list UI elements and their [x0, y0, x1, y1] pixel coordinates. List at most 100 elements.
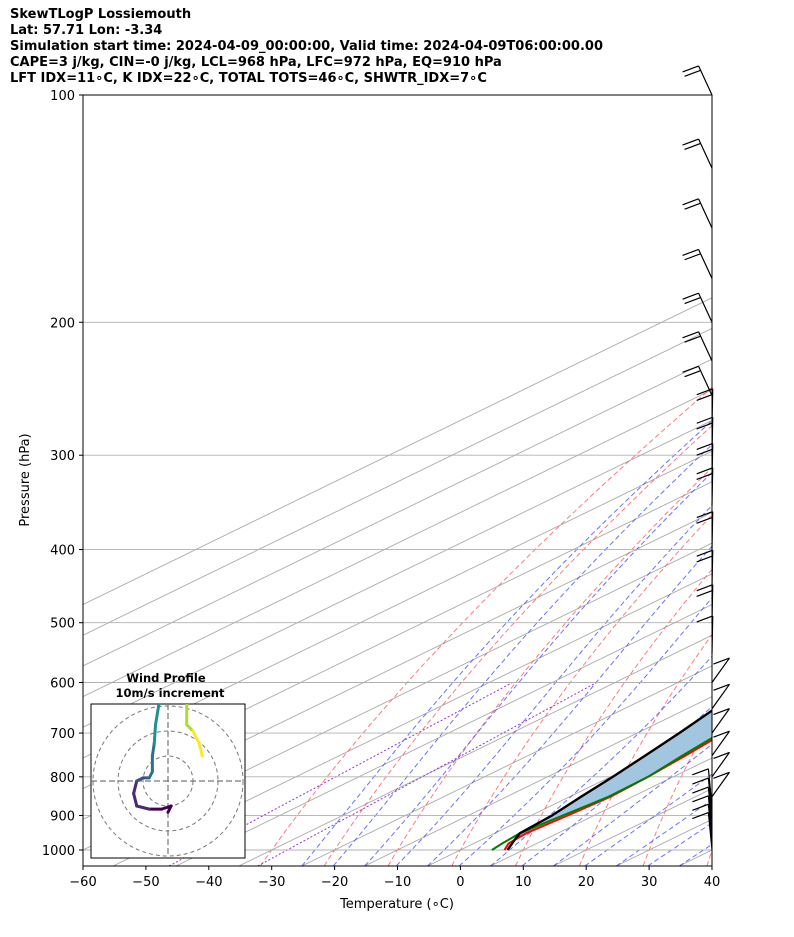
wind-barb: [682, 65, 713, 96]
moist-adiabat: [616, 799, 712, 866]
isotherm-line: [83, 297, 712, 606]
barb-flag: [696, 555, 713, 563]
barb-flag: [696, 448, 713, 456]
moist-adiabat: [553, 743, 712, 866]
wind-barb: [692, 786, 713, 825]
barb-staff: [711, 752, 730, 778]
isotherm-line: [427, 726, 712, 866]
wind-barb: [682, 248, 713, 279]
isotherm-line: [83, 358, 712, 667]
location-coords: Lat: 57.71 Lon: -3.34: [10, 23, 163, 38]
wind-barb: [711, 730, 730, 757]
cape-area: [504, 710, 712, 850]
barb-staff: [711, 657, 730, 683]
wind-barb: [682, 292, 713, 323]
wind-barb: [711, 683, 730, 710]
barb-flag: [696, 467, 713, 475]
wind-barb: [692, 803, 713, 842]
isotherm-line: [301, 665, 712, 866]
barb-flag: [682, 331, 699, 339]
barb-staff: [707, 786, 713, 825]
hodograph-rings: [91, 704, 245, 858]
wind-barb: [692, 812, 713, 851]
hodograph-segment: [152, 723, 157, 745]
barb-staff: [698, 292, 713, 323]
hodograph-segment: [132, 779, 139, 795]
y-tick-label: 800: [50, 771, 75, 786]
barb-staff: [711, 730, 730, 757]
hodograph-inset: Wind Profile 10m/s increment: [90, 665, 246, 859]
isotherm-line: [679, 849, 712, 866]
moist-adiabat: [332, 444, 712, 866]
dewpoint-profile: [491, 736, 712, 851]
y-tick-label: 700: [50, 727, 75, 742]
x-tick-label: −10: [384, 875, 411, 890]
wind-barb: [692, 768, 713, 807]
barb-staff: [711, 771, 730, 798]
y-tick-label: 300: [50, 449, 75, 464]
wind-barb: [711, 708, 730, 734]
y-tick-label: 900: [50, 809, 75, 824]
barb-staff: [707, 812, 713, 851]
x-tick-label: −20: [321, 875, 348, 890]
parcel-profile: [506, 709, 712, 851]
dry-adiabat: [706, 848, 712, 866]
barb-flag: [692, 803, 709, 811]
x-tick-label: 30: [641, 875, 658, 890]
barb-flag: [684, 253, 701, 261]
wind-barb: [711, 751, 730, 778]
barb-flag: [682, 138, 699, 146]
barb-staff: [707, 804, 713, 842]
profile-layer: [491, 709, 712, 851]
barb-staff: [707, 795, 713, 834]
barb-flag: [682, 292, 699, 300]
barb-flag: [692, 786, 709, 794]
x-axis-label: Temperature (∘C): [339, 897, 454, 912]
dry-adiabat: [578, 633, 712, 866]
barb-flag: [696, 549, 713, 557]
x-tick-label: −50: [132, 875, 159, 890]
wind-barb: [682, 198, 713, 229]
stability-indices: CAPE=3 j/kg, CIN=-0 j/kg, LCL=968 hPa, L…: [10, 55, 502, 70]
dry-adiabat: [323, 424, 712, 866]
x-tick-label: 20: [578, 875, 595, 890]
barb-flag: [696, 393, 713, 401]
x-tick-label: 40: [704, 875, 721, 890]
wind-barb: [696, 615, 714, 654]
moist-adiabat: [301, 420, 712, 866]
wind-barb: [692, 777, 713, 816]
barb-flag: [696, 388, 713, 396]
barb-flag: [696, 511, 713, 519]
y-axis-label: Pressure (hPa): [18, 433, 33, 526]
barb-flag: [713, 708, 730, 716]
isotherm-line: [83, 389, 712, 698]
dry-adiabat: [642, 717, 712, 866]
hodograph-segment: [154, 704, 161, 727]
barb-flag: [682, 198, 699, 206]
y-tick-label: 100: [50, 89, 75, 104]
dry-adiabat: [515, 568, 712, 866]
isotherm-line: [238, 634, 712, 866]
dry-adiabat: [451, 514, 712, 866]
hodograph-segment: [191, 729, 201, 745]
hodograph-segment: [132, 792, 139, 808]
hodograph-segment: [106, 665, 119, 668]
barb-flag: [696, 416, 713, 424]
isotherm-line: [364, 696, 712, 866]
y-tick-label: 600: [50, 677, 75, 692]
barb-flag: [713, 657, 730, 665]
barb-flag: [696, 442, 713, 451]
moist-adiabat: [395, 504, 712, 866]
hodograph-trace: [106, 665, 204, 814]
barb-flag: [684, 296, 701, 305]
barb-flag: [684, 202, 701, 210]
chart-title: SkewTLogP Lossiemouth: [10, 7, 192, 22]
barb-staff: [698, 249, 713, 279]
hodograph-title: Wind Profile: [126, 671, 206, 685]
temperature-profile: [503, 738, 712, 851]
wind-barb: [696, 442, 714, 482]
cape-fill-layer: [504, 710, 712, 850]
barb-flag: [682, 65, 699, 73]
barb-flag: [692, 812, 709, 820]
